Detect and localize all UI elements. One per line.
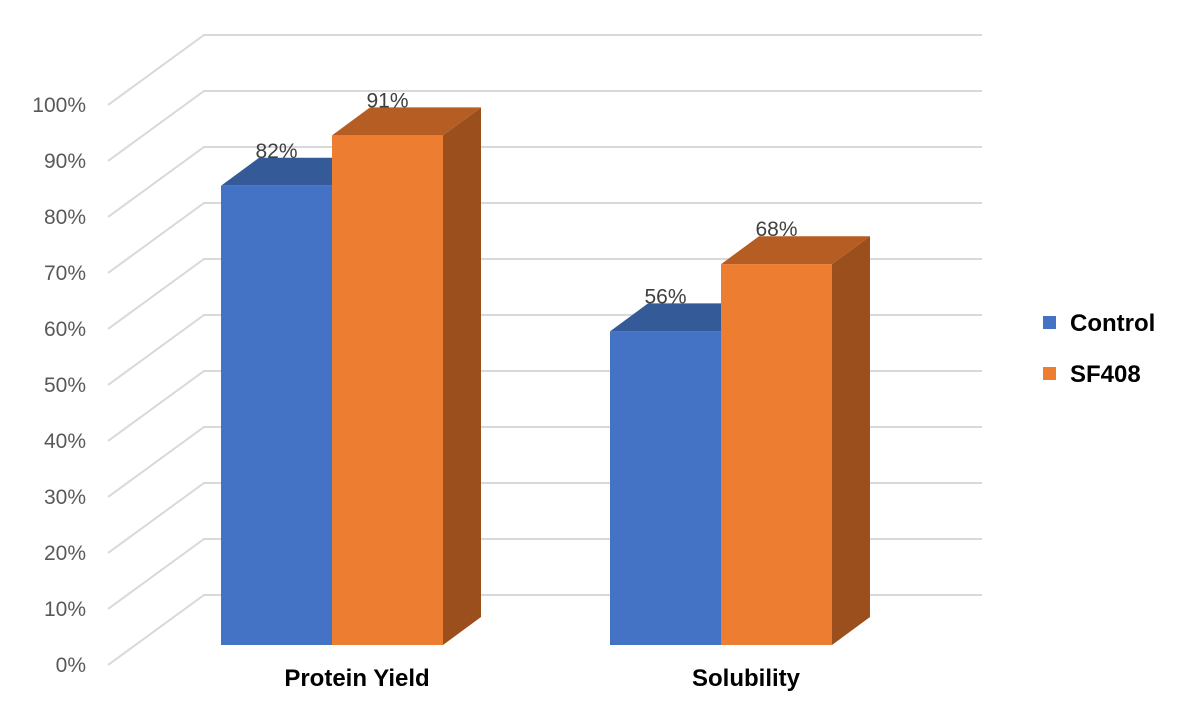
gridline: [107, 258, 982, 330]
bar-sf408: [332, 135, 443, 645]
legend-label: Control: [1070, 310, 1155, 337]
bar-sf408: [721, 264, 832, 645]
y-tick-label: 70%: [44, 262, 86, 285]
bar-control: [610, 331, 721, 645]
bar-top-sf408: [332, 107, 481, 136]
data-label: 82%: [255, 140, 297, 163]
y-tick-label: 10%: [44, 598, 86, 621]
y-tick-label: 30%: [44, 486, 86, 509]
data-label: 56%: [644, 285, 686, 308]
x-category-label: Solubility: [692, 665, 801, 692]
data-label: 91%: [366, 89, 408, 112]
y-tick-label: 20%: [44, 542, 86, 565]
legend-label: SF408: [1070, 361, 1141, 388]
y-tick-label: 40%: [44, 430, 86, 453]
bar-side-sf408: [832, 236, 870, 645]
y-tick-label: 90%: [44, 150, 86, 173]
y-tick-label: 50%: [44, 374, 86, 397]
gridline: [107, 146, 982, 218]
gridline: [107, 34, 982, 106]
bar-top-sf408: [721, 236, 870, 265]
gridline: [107, 90, 982, 162]
gridline: [107, 202, 982, 274]
bar-side-sf408: [443, 107, 481, 645]
legend-swatch-control: [1043, 316, 1056, 329]
y-tick-label: 60%: [44, 318, 86, 341]
data-label: 68%: [755, 218, 797, 241]
y-tick-label: 0%: [56, 654, 86, 677]
legend-swatch-sf408: [1043, 367, 1056, 380]
y-tick-label: 100%: [32, 94, 86, 117]
x-category-label: Protein Yield: [284, 665, 429, 692]
bar-control: [221, 185, 332, 646]
y-tick-label: 80%: [44, 206, 86, 229]
